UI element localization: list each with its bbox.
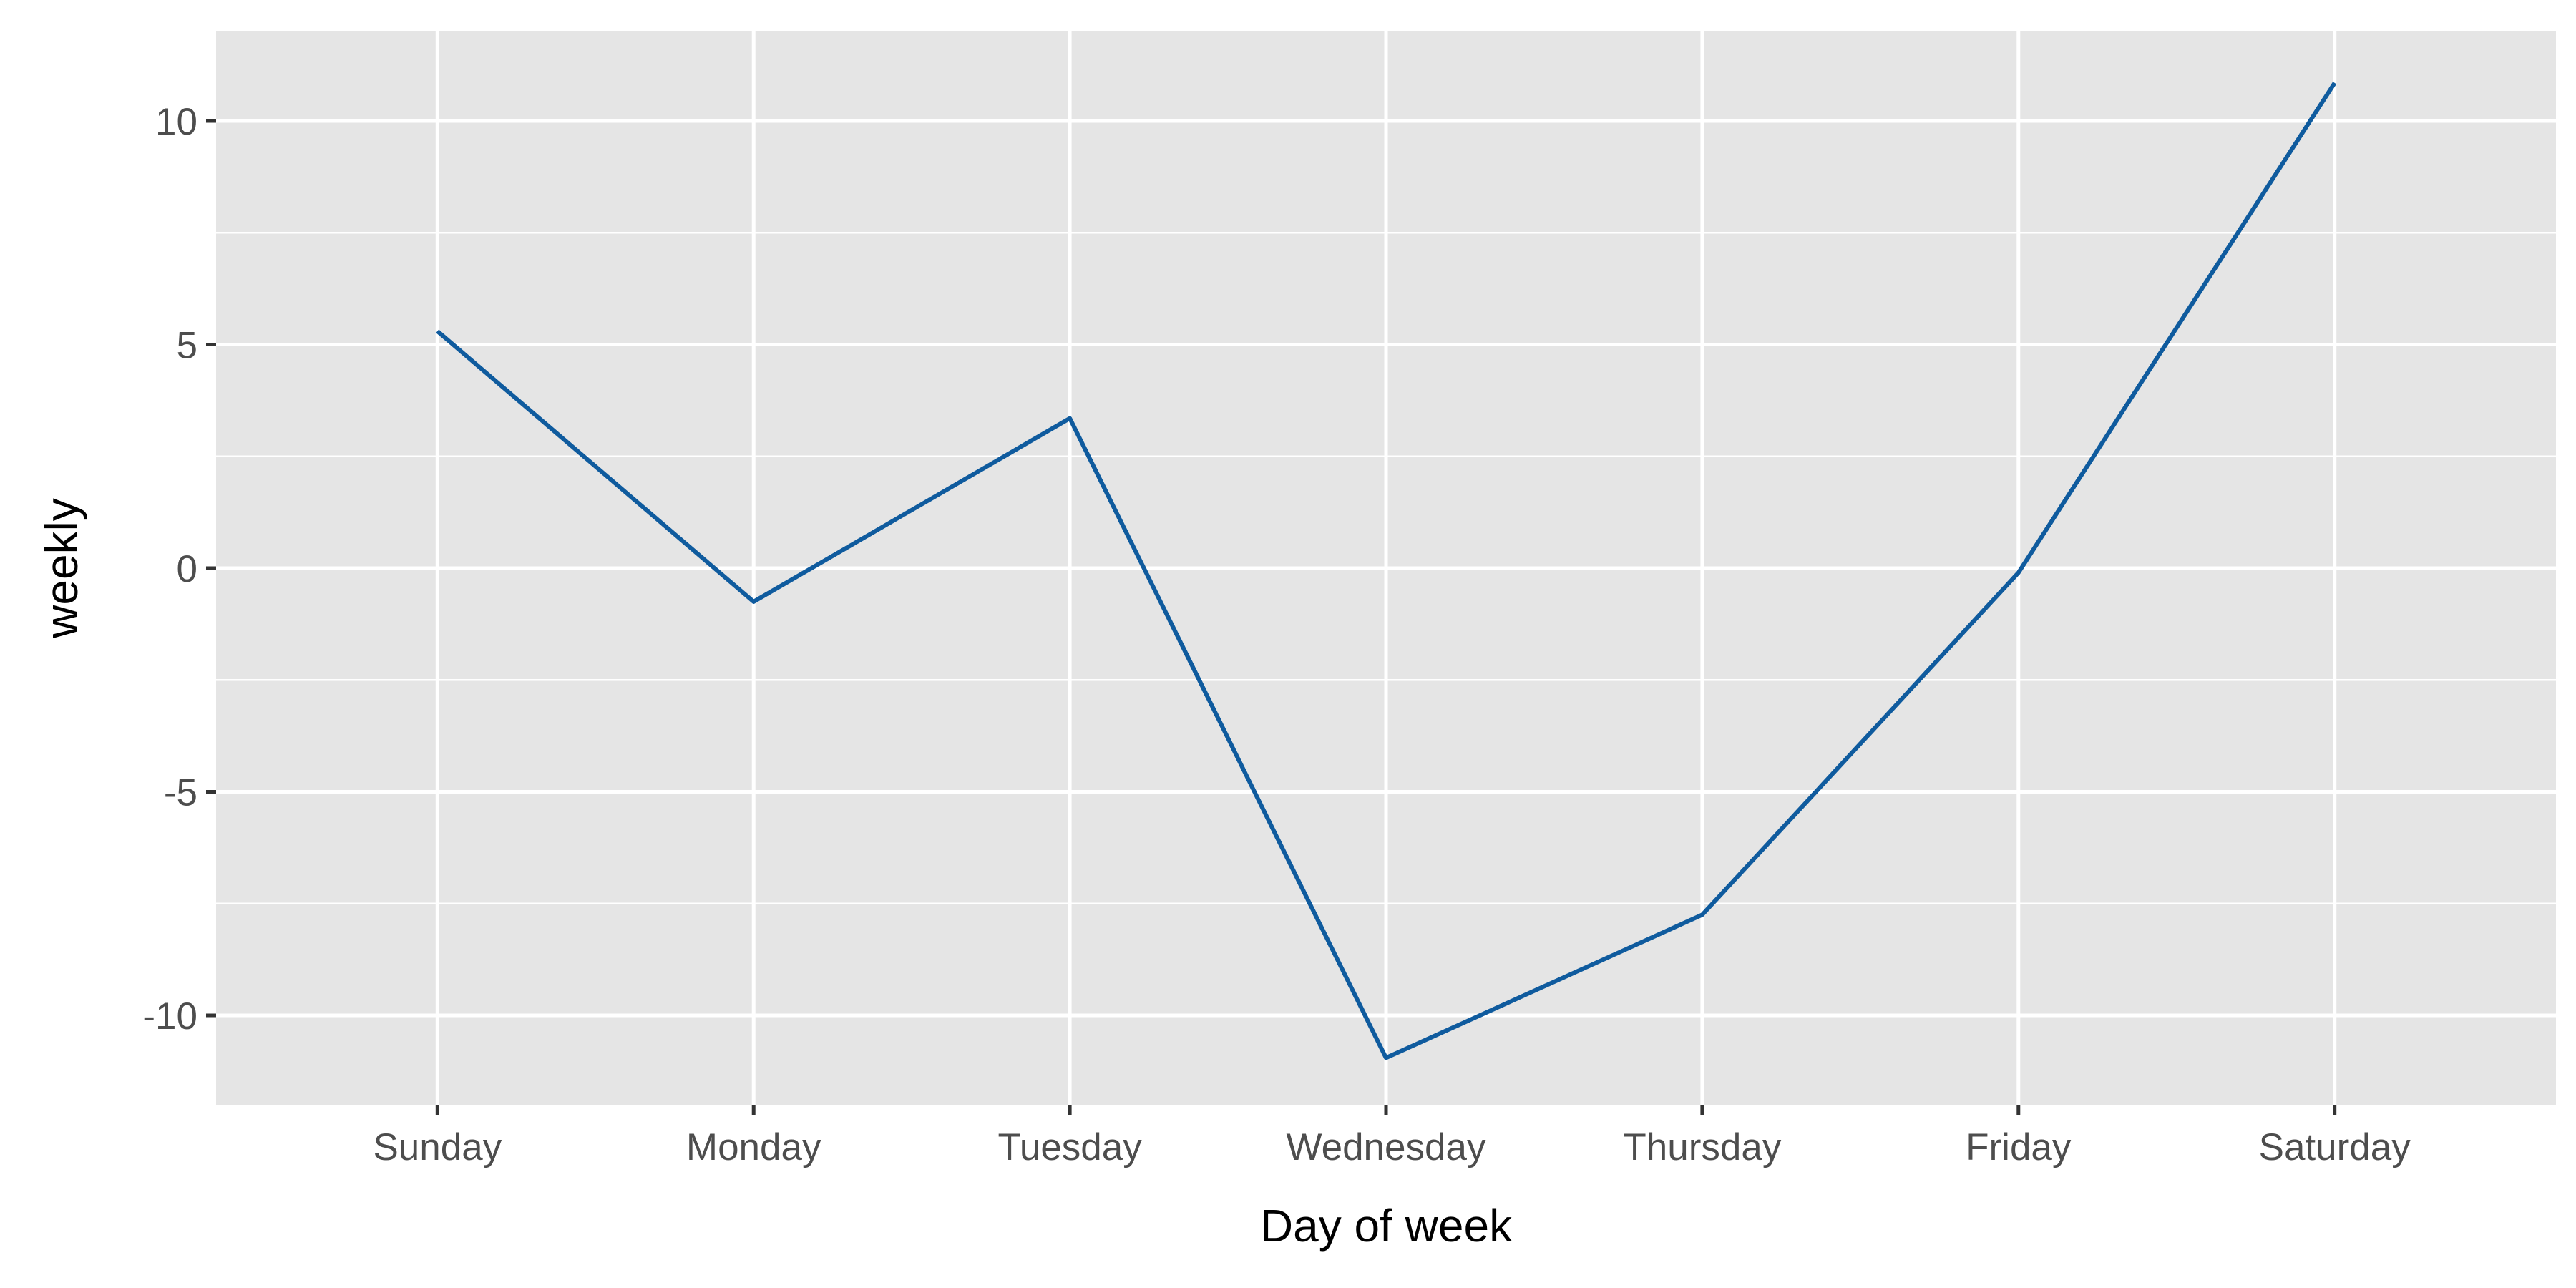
y-tick-label: -10 xyxy=(142,995,197,1038)
x-tick-label: Friday xyxy=(1966,1126,2072,1169)
y-tick-label: 0 xyxy=(177,548,197,590)
x-tick-label: Tuesday xyxy=(997,1126,1142,1169)
series-layer xyxy=(436,82,2337,1060)
x-tick-label: Wednesday xyxy=(1287,1126,1486,1169)
x-axis: Sunday Monday Tuesday Wednesday Thursday Frid… xyxy=(373,1105,2411,1169)
x-tick-label: Saturday xyxy=(2259,1126,2411,1169)
x-tick-label: Monday xyxy=(686,1126,821,1169)
y-tick-label: 10 xyxy=(155,101,197,143)
y-tick-label: 5 xyxy=(177,325,197,367)
y-axis-title: weekly xyxy=(36,498,87,639)
y-axis: -10 -5 0 5 10 xyxy=(142,101,216,1038)
x-axis-title: Day of week xyxy=(1260,1200,1513,1252)
x-tick-label: Thursday xyxy=(1623,1126,1781,1169)
series-line xyxy=(436,82,2337,1060)
x-tick-label: Sunday xyxy=(373,1126,502,1169)
y-tick-label: -5 xyxy=(164,772,197,814)
major-gridlines xyxy=(216,31,2556,1105)
